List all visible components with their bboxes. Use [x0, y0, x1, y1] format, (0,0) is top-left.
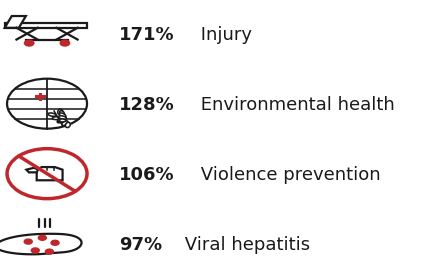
- Polygon shape: [26, 168, 38, 172]
- Polygon shape: [37, 167, 63, 180]
- Text: 106%: 106%: [119, 166, 174, 184]
- Circle shape: [39, 235, 46, 240]
- Circle shape: [24, 239, 32, 244]
- Ellipse shape: [60, 113, 66, 117]
- Ellipse shape: [58, 109, 63, 114]
- Circle shape: [60, 40, 69, 46]
- Text: Viral hepatitis: Viral hepatitis: [179, 236, 310, 254]
- Ellipse shape: [52, 117, 61, 120]
- Polygon shape: [0, 234, 82, 254]
- Circle shape: [45, 249, 53, 254]
- Text: Injury: Injury: [195, 26, 252, 44]
- Polygon shape: [4, 23, 87, 28]
- Ellipse shape: [58, 119, 66, 122]
- Text: Environmental health: Environmental health: [195, 96, 395, 114]
- Ellipse shape: [48, 113, 56, 116]
- Ellipse shape: [59, 116, 66, 119]
- Circle shape: [7, 79, 87, 129]
- Text: 97%: 97%: [119, 236, 162, 254]
- Text: Violence prevention: Violence prevention: [195, 166, 381, 184]
- Ellipse shape: [65, 122, 70, 128]
- Ellipse shape: [57, 119, 65, 123]
- Circle shape: [51, 240, 59, 245]
- Circle shape: [25, 40, 34, 46]
- Circle shape: [31, 248, 39, 253]
- Ellipse shape: [60, 111, 65, 116]
- Text: 171%: 171%: [119, 26, 174, 44]
- Polygon shape: [4, 16, 26, 28]
- Ellipse shape: [62, 121, 68, 125]
- Text: 128%: 128%: [119, 96, 174, 114]
